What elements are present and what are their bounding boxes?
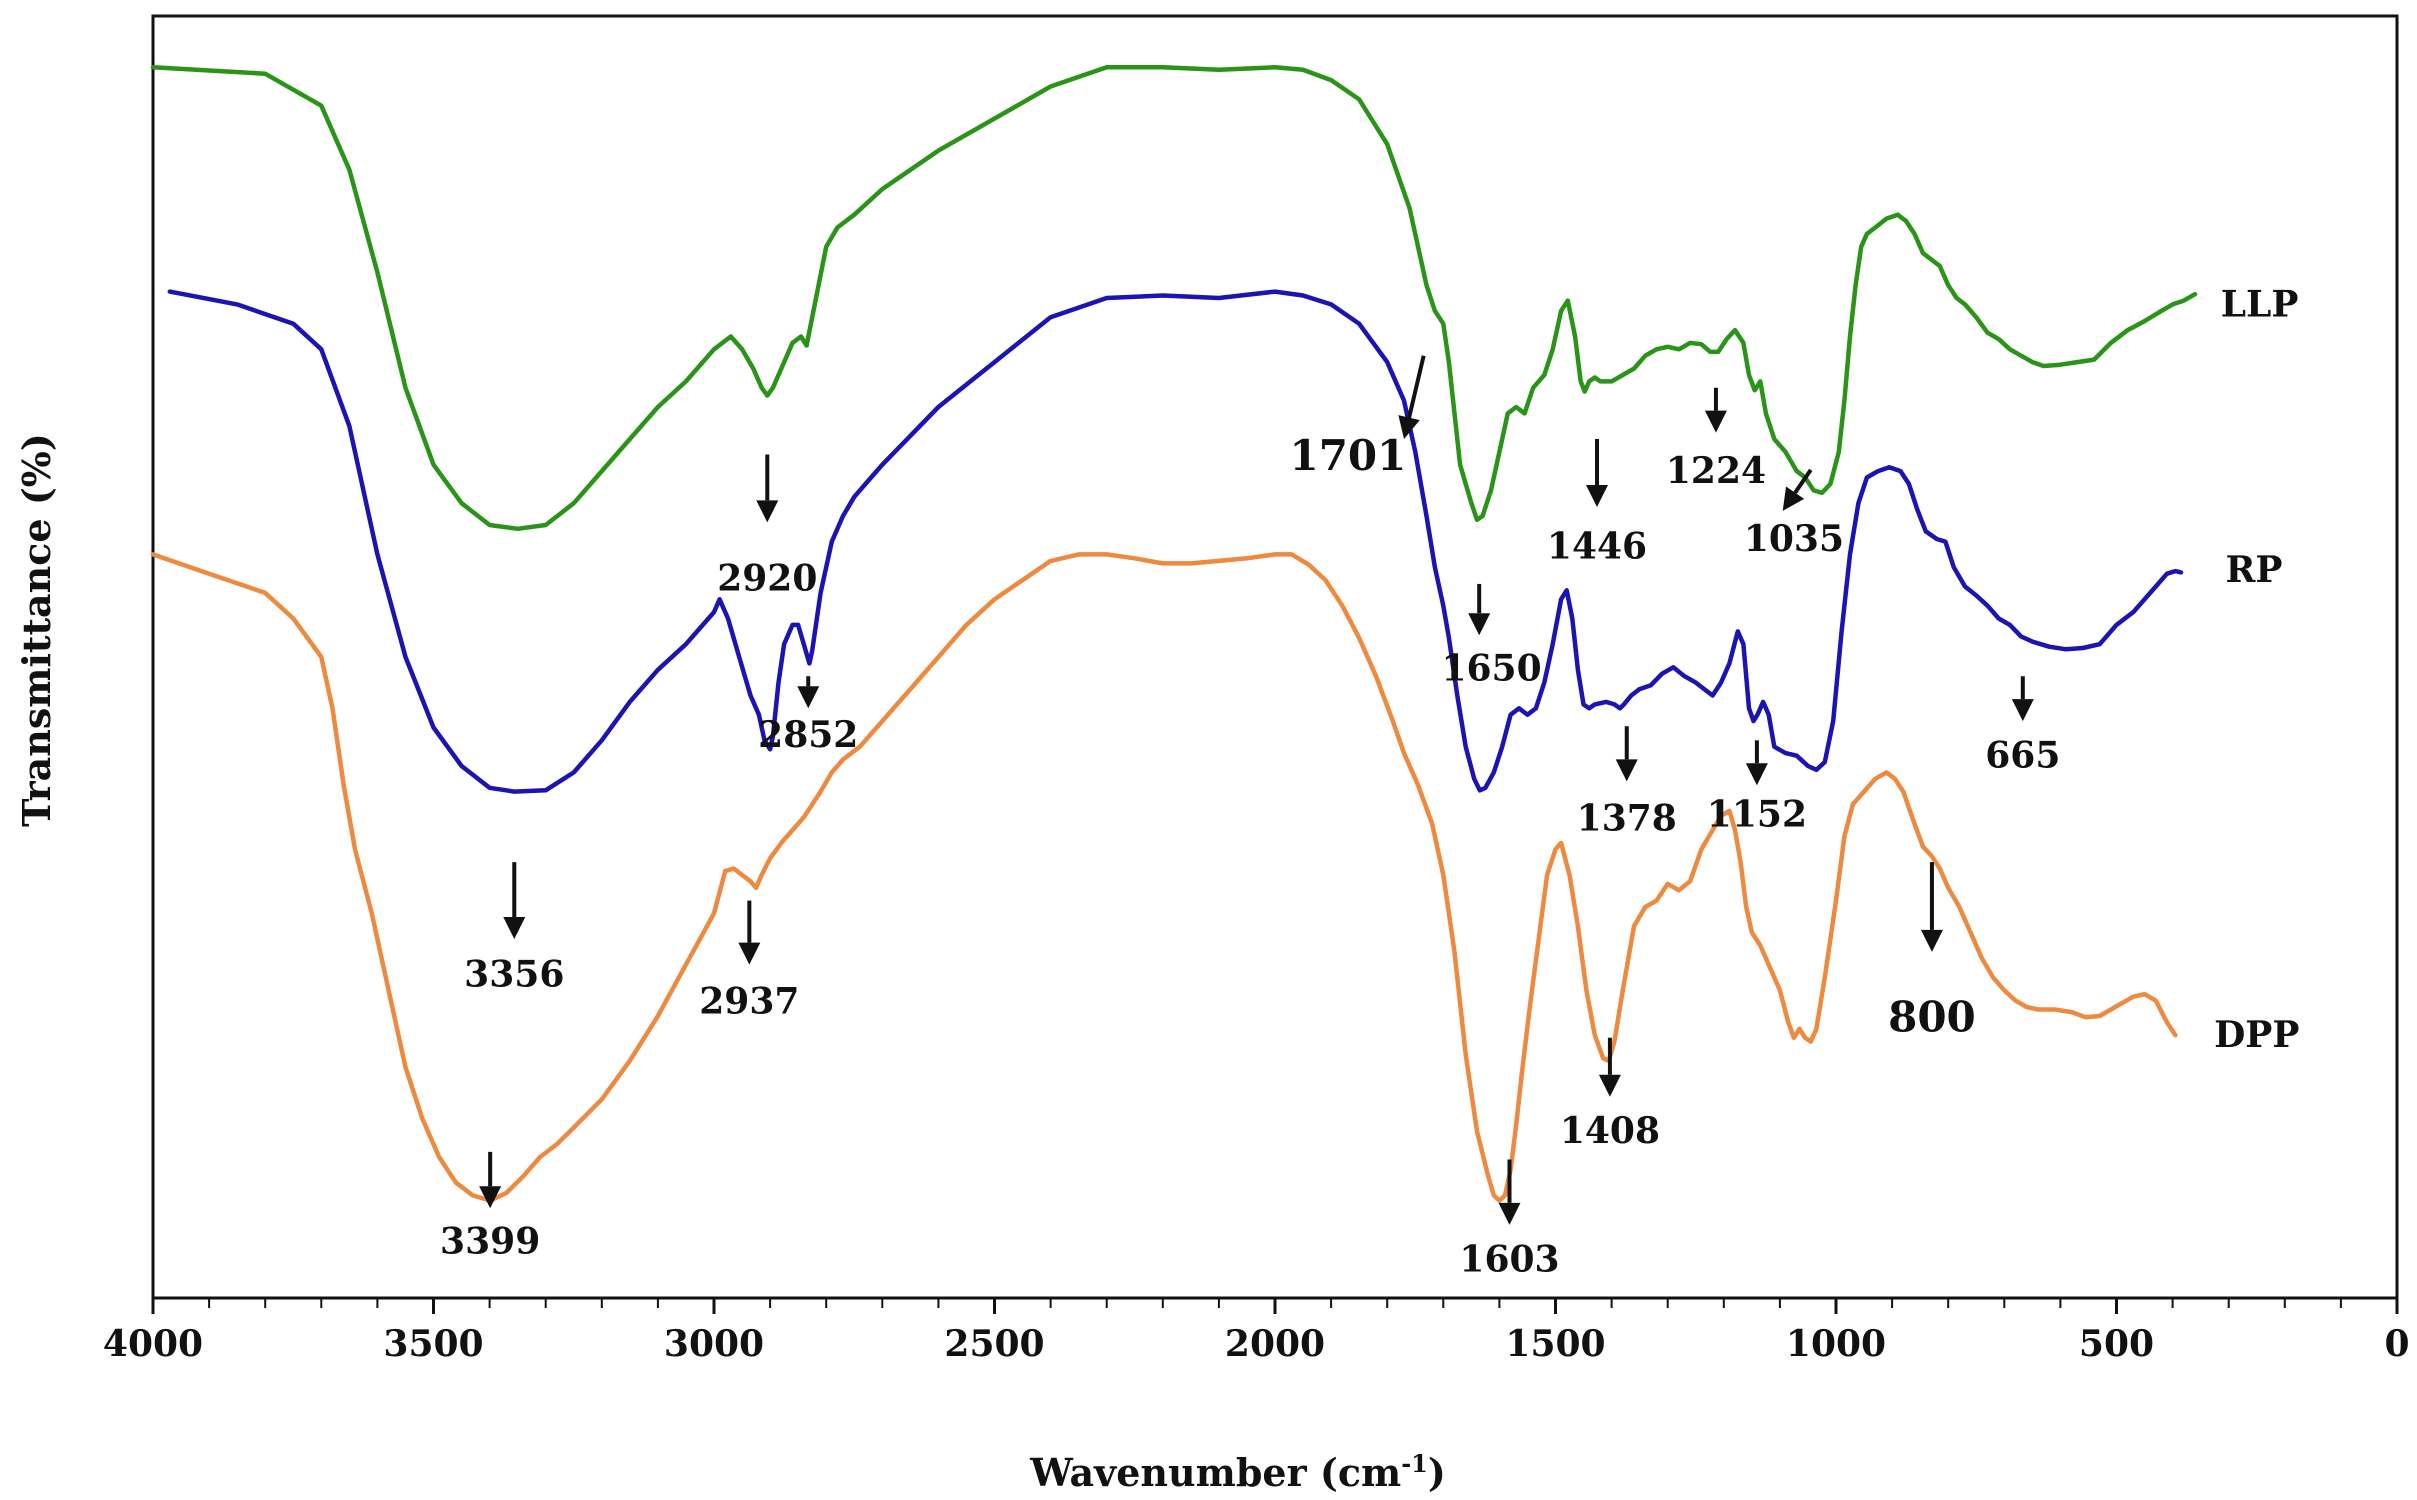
peak-label: 1224 bbox=[1666, 450, 1766, 492]
peak-label: 1603 bbox=[1459, 1238, 1559, 1280]
series-label-rp: RP bbox=[2225, 549, 2282, 591]
peak-label: 1035 bbox=[1744, 518, 1844, 560]
peak-annotation-3356: 3356 bbox=[464, 862, 564, 996]
x-axis-ticks: 4000 3500 3000 2500 2000 1500 1000 500 0 bbox=[103, 1298, 2410, 1365]
peak-arrow-head bbox=[503, 917, 526, 940]
peak-arrow-head bbox=[1598, 1074, 1621, 1097]
peak-arrow-head bbox=[1920, 929, 1943, 952]
peak-annotation-800: 800 bbox=[1888, 862, 1976, 1042]
peak-arrow-head bbox=[1745, 763, 1768, 786]
peak-arrow-head bbox=[1398, 415, 1420, 440]
plot-frame bbox=[151, 14, 2399, 1300]
peak-arrow-shaft bbox=[1793, 468, 1813, 494]
peak-annotation-2920: 2920 bbox=[717, 454, 817, 600]
peak-label: 665 bbox=[1985, 734, 2060, 776]
x-tick-label: 3000 bbox=[664, 1323, 764, 1365]
peak-annotation-3399: 3399 bbox=[440, 1151, 540, 1262]
peak-label: 3399 bbox=[440, 1220, 540, 1262]
spectra-lines bbox=[150, 65, 2198, 1203]
peak-annotation-1152: 1152 bbox=[1707, 740, 1807, 835]
x-tick-label: 2000 bbox=[1225, 1323, 1325, 1365]
peak-arrow-head bbox=[756, 500, 779, 523]
series-line-rp bbox=[167, 289, 2184, 794]
series-label-dpp: DPP bbox=[2214, 1014, 2299, 1056]
peak-arrow-head bbox=[1615, 759, 1638, 782]
peak-label: 2937 bbox=[699, 981, 799, 1023]
y-axis-title: Transmittance (%) bbox=[14, 433, 59, 827]
peak-annotation-1035: 1035 bbox=[1744, 468, 1844, 560]
peak-arrow-head bbox=[1782, 486, 1805, 511]
peak-annotation-1650: 1650 bbox=[1441, 583, 1542, 689]
x-tick-label: 4000 bbox=[103, 1323, 203, 1365]
peak-label: 800 bbox=[1888, 993, 1976, 1042]
peak-label: 3356 bbox=[464, 954, 564, 996]
peak-label: 1378 bbox=[1577, 797, 1677, 839]
series-labels: LLP RP DPP bbox=[2214, 283, 2299, 1056]
peak-annotation-2937: 2937 bbox=[699, 900, 799, 1023]
peak-arrow-head bbox=[738, 942, 761, 965]
peak-arrow-shaft bbox=[1407, 355, 1426, 419]
x-tick-label: 1500 bbox=[1505, 1323, 1605, 1365]
peak-annotation-2852: 2852 bbox=[758, 676, 858, 756]
x-tick-label: 1000 bbox=[1786, 1323, 1886, 1365]
peak-annotation-1224: 1224 bbox=[1666, 387, 1766, 492]
peak-arrow-head bbox=[1468, 613, 1491, 636]
x-tick-label: 3500 bbox=[383, 1323, 483, 1365]
peak-label: 2852 bbox=[758, 714, 858, 756]
peak-annotations: 2920 2852 3356 2937 3399 1701 1650 1446 1224 1035… bbox=[440, 355, 2060, 1280]
peak-label: 1650 bbox=[1441, 647, 1541, 689]
peak-annotation-1446: 1446 bbox=[1547, 439, 1647, 567]
peak-arrow-head bbox=[1586, 485, 1609, 508]
peak-arrow-head bbox=[1704, 410, 1727, 433]
peak-arrow-head bbox=[797, 686, 820, 709]
peak-annotation-665: 665 bbox=[1985, 676, 2060, 776]
peak-annotation-1378: 1378 bbox=[1577, 726, 1677, 839]
series-label-llp: LLP bbox=[2221, 283, 2299, 325]
peak-label: 2920 bbox=[717, 558, 817, 600]
peak-label: 1152 bbox=[1707, 793, 1807, 835]
series-line-dpp bbox=[150, 552, 2178, 1203]
series-line-llp bbox=[150, 65, 2198, 532]
peak-arrow-head bbox=[2011, 699, 2034, 722]
x-tick-label: 500 bbox=[2079, 1323, 2154, 1365]
peak-annotation-1408: 1408 bbox=[1560, 1037, 1660, 1152]
peak-label: 1446 bbox=[1547, 525, 1647, 567]
peak-annotation-1603: 1603 bbox=[1459, 1159, 1560, 1280]
peak-annotation-1701: 1701 bbox=[1289, 355, 1426, 480]
x-tick-label: 2500 bbox=[944, 1323, 1044, 1365]
peak-label: 1408 bbox=[1560, 1110, 1660, 1152]
peak-arrow-head bbox=[1498, 1202, 1521, 1225]
x-tick-label: 0 bbox=[2384, 1323, 2409, 1365]
peak-arrow-head bbox=[479, 1186, 502, 1209]
peak-label: 1701 bbox=[1289, 431, 1406, 480]
x-axis-title: Wavenumber (cm-1) bbox=[1029, 1449, 1446, 1496]
